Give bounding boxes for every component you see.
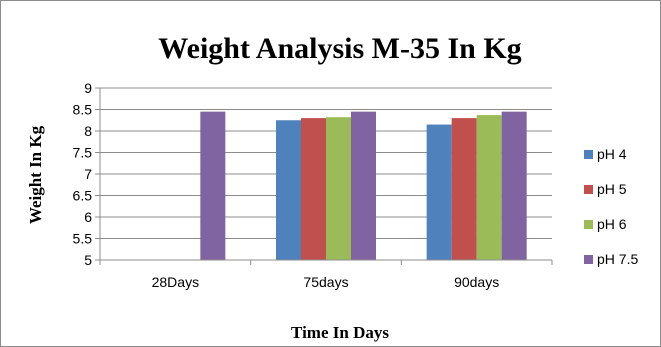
legend-label: pH 5 — [597, 181, 627, 197]
legend: pH 4 pH 5 pH 6 pH 7.5 — [584, 146, 638, 267]
y-tick-label: 7 — [84, 166, 92, 182]
axes — [99, 88, 553, 265]
y-tick-label: 9 — [84, 80, 92, 96]
x-tick-label: 90days — [454, 274, 499, 290]
y-axis-title: Weight In Kg — [26, 125, 45, 224]
bar — [451, 118, 477, 260]
chart-title: Weight Analysis M-35 In Kg — [158, 32, 521, 65]
legend-swatch — [584, 255, 593, 264]
y-tick-label: 7.5 — [73, 145, 93, 161]
legend-swatch — [584, 150, 593, 159]
bar — [426, 124, 452, 260]
legend-label: pH 6 — [597, 216, 627, 232]
y-tick-label: 6.5 — [73, 188, 93, 204]
bar — [301, 118, 326, 260]
bars — [200, 111, 527, 261]
legend-swatch — [584, 220, 593, 229]
y-tick-label: 5.5 — [73, 231, 93, 247]
legend-label: pH 4 — [597, 146, 627, 162]
y-tick-label: 6 — [84, 209, 92, 225]
legend-label: pH 7.5 — [597, 251, 638, 267]
bar — [200, 111, 226, 261]
y-tick-label: 8.5 — [73, 102, 93, 118]
x-tick-label: 28Days — [152, 274, 199, 290]
x-tick-label: 75days — [303, 274, 348, 290]
bar — [351, 111, 376, 261]
x-axis-ticks: 28Days 75days 90days — [152, 274, 500, 290]
y-axis-ticks: 5 5.5 6 6.5 7 7.5 8 8.5 9 — [73, 80, 93, 268]
legend-swatch — [584, 185, 593, 194]
x-axis-title: Time In Days — [291, 323, 389, 342]
bar — [476, 115, 502, 260]
bar — [326, 117, 351, 261]
bar — [276, 120, 301, 260]
bar — [501, 111, 527, 261]
y-tick-label: 8 — [84, 123, 92, 139]
y-tick-label: 5 — [84, 252, 92, 268]
